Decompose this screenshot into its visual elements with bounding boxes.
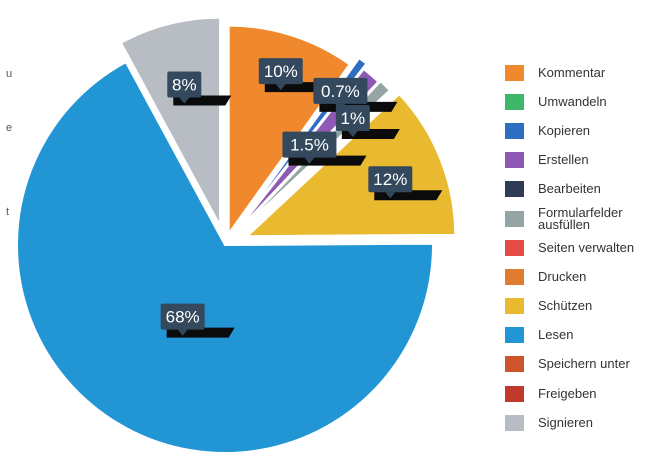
legend-label: Schützen: [538, 298, 593, 314]
svg-text:68%: 68%: [166, 308, 200, 327]
legend-swatch: [505, 268, 524, 285]
legend-item-kopieren: Kopieren: [505, 116, 655, 145]
legend-item-speichern-unter: Speichern unter: [505, 350, 655, 379]
legend-label: Bearbeiten: [538, 181, 601, 197]
legend-item-lesen: Lesen: [505, 321, 655, 350]
legend-swatch: [505, 414, 524, 431]
legend-label: Seiten verwalten: [538, 239, 635, 255]
data-label-lesen: 68%: [160, 303, 235, 338]
pie-chart: 10% 0.7% 1.5% 1% 12% 68% 8%: [16, 16, 457, 454]
legend-item-freigeben: Freigeben: [505, 379, 655, 408]
svg-text:12%: 12%: [373, 170, 407, 189]
legend-label: Drucken: [538, 268, 587, 284]
legend-label: Formularfelder ausfüllen: [538, 204, 623, 232]
legend-swatch: [505, 181, 524, 198]
legend-item-drucken: Drucken: [505, 262, 655, 291]
legend-item-erstellen: Erstellen: [505, 146, 655, 175]
legend-item-bearbeiten: Bearbeiten: [505, 175, 655, 204]
data-label-formularfelder-ausfullen: 1%: [335, 104, 400, 139]
data-label-signieren: 8%: [167, 71, 232, 106]
legend-label: Signieren: [538, 414, 593, 430]
legend-swatch: [505, 298, 524, 315]
legend-swatch: [505, 210, 524, 227]
legend-label: Speichern unter: [538, 356, 630, 372]
legend-item-formularfelder-ausfullen: Formularfelder ausfüllen: [505, 204, 655, 233]
side-text-1: u: [6, 68, 13, 80]
legend-swatch: [505, 122, 524, 139]
legend-item-seiten-verwalten: Seiten verwalten: [505, 233, 655, 262]
legend-label: Kommentar: [538, 64, 606, 80]
side-text-2: e: [6, 122, 13, 134]
legend-item-signieren: Signieren: [505, 408, 655, 437]
legend-label: Kopieren: [538, 122, 591, 138]
svg-text:10%: 10%: [264, 62, 298, 81]
legend-label: Lesen: [538, 327, 574, 343]
legend-swatch: [505, 385, 524, 402]
data-label-erstellen: 1.5%: [282, 131, 367, 166]
legend-item-umwandeln: Umwandeln: [505, 87, 655, 116]
svg-text:1.5%: 1.5%: [290, 136, 329, 155]
legend-label: Erstellen: [538, 152, 589, 168]
legend-item-kommentar: Kommentar: [505, 58, 655, 87]
pie-slice-lesen: [16, 60, 434, 454]
pie-slice-signieren: [119, 16, 222, 227]
legend-swatch: [505, 64, 524, 81]
legend-swatch: [505, 93, 524, 110]
legend-label: Umwandeln: [538, 93, 607, 109]
legend-swatch: [505, 152, 524, 169]
legend-swatch: [505, 356, 524, 373]
chart-legend: Kommentar Umwandeln Kopieren Erstellen Bearb…: [505, 58, 655, 437]
legend-swatch: [505, 327, 524, 344]
legend-swatch: [505, 239, 524, 256]
side-text-3: t: [6, 206, 10, 218]
svg-text:1%: 1%: [341, 109, 366, 128]
legend-label: Freigeben: [538, 385, 597, 401]
svg-text:0.7%: 0.7%: [321, 82, 360, 101]
svg-text:8%: 8%: [172, 75, 197, 94]
legend-item-schutzen: Schützen: [505, 292, 655, 321]
data-label-schutzen: 12%: [368, 166, 443, 201]
